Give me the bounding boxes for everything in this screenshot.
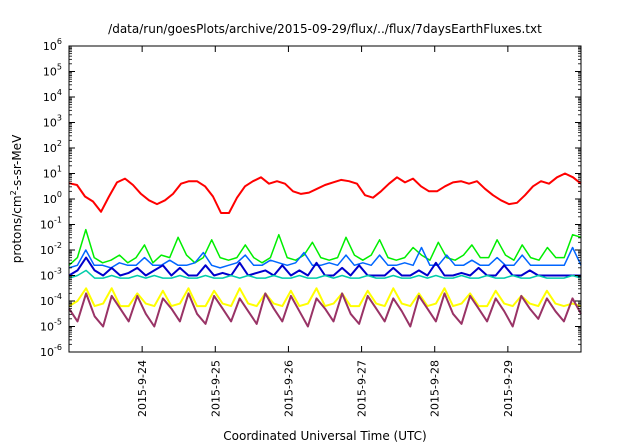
y-tick-exponent: -3	[54, 267, 62, 276]
chart-title: /data/run/goesPlots/archive/2015-09-29/f…	[108, 22, 542, 36]
y-tick-base: 10	[43, 117, 57, 130]
y-tick-base: 10	[40, 270, 54, 283]
series-yellow	[68, 287, 582, 308]
y-tick-label-5: 10-1	[40, 216, 62, 232]
y-tick-label-1: 10-5	[40, 318, 62, 334]
y-tick-base: 10	[40, 219, 54, 232]
y-tick-label-6: 100	[43, 190, 62, 206]
y-tick-exponent: -5	[54, 318, 62, 327]
y-tick-label-2: 10-4	[40, 292, 62, 308]
y-tick-label-11: 105	[43, 63, 62, 79]
y-tick-exponent: -1	[54, 216, 62, 225]
y-tick-base: 10	[43, 168, 57, 181]
y-tick-label-7: 101	[43, 165, 62, 181]
x-tick-label-1: 2015-9-25	[209, 360, 222, 417]
x-axis-label: Coordinated Universal Time (UTC)	[223, 429, 426, 443]
series-navy	[68, 256, 581, 277]
y-tick-exponent: 1	[57, 165, 62, 174]
x-tick-label-4: 2015-9-28	[429, 360, 442, 417]
y-tick-label-0: 10-6	[40, 343, 62, 359]
series-purple	[68, 292, 582, 328]
y-tick-exponent: 5	[57, 63, 62, 72]
y-axis-label-sup: 2	[9, 190, 18, 195]
series-red	[68, 172, 582, 214]
series-green	[68, 228, 582, 266]
y-tick-exponent: 4	[57, 88, 62, 97]
y-tick-base: 10	[43, 91, 57, 104]
y-tick-base: 10	[43, 40, 57, 53]
y-tick-label-4: 10-2	[40, 241, 62, 257]
y-tick-label-12: 106	[43, 37, 62, 53]
y-tick-exponent: -4	[54, 292, 62, 301]
y-tick-label-8: 102	[43, 139, 62, 155]
y-tick-base: 10	[40, 244, 54, 257]
x-tick-label-3: 2015-9-27	[356, 360, 369, 417]
y-tick-exponent: 0	[57, 190, 62, 199]
axis-layer: 10-610-510-410-310-210-11001011021031041…	[40, 37, 581, 417]
x-tick-label-2: 2015-9-26	[282, 360, 295, 417]
y-axis-label-suffix: -s-sr-MeV	[10, 134, 24, 190]
y-tick-exponent: -2	[54, 241, 62, 250]
series-layer	[68, 172, 582, 328]
y-tick-label-9: 103	[43, 114, 62, 130]
x-tick-label-0: 2015-9-24	[136, 360, 149, 417]
y-tick-label-3: 10-3	[40, 267, 62, 283]
x-tick-label-5: 2015-9-29	[502, 360, 515, 417]
y-tick-exponent: 2	[57, 139, 62, 148]
y-tick-exponent: 6	[57, 37, 62, 46]
y-tick-base: 10	[43, 193, 57, 206]
y-tick-base: 10	[40, 346, 54, 359]
y-axis-label: protons/cm2-s-sr-MeV	[9, 134, 24, 263]
y-tick-exponent: -6	[54, 343, 62, 352]
y-tick-base: 10	[40, 295, 54, 308]
y-axis-label-prefix: protons/cm	[10, 195, 24, 263]
series-blue	[68, 246, 582, 269]
y-tick-base: 10	[43, 66, 57, 79]
series-teal	[68, 269, 582, 279]
y-tick-label-10: 104	[43, 88, 62, 104]
y-tick-exponent: 3	[57, 114, 62, 123]
y-tick-base: 10	[43, 142, 57, 155]
y-tick-base: 10	[40, 321, 54, 334]
